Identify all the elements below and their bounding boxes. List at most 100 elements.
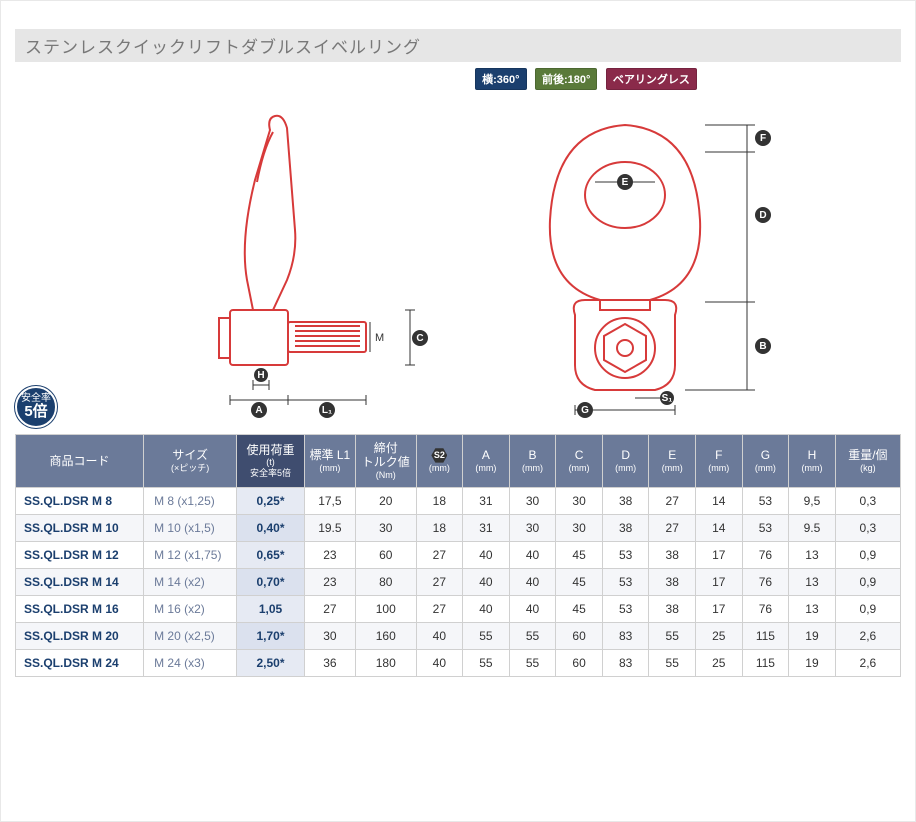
- cell-size: M 16 (x2): [144, 595, 237, 622]
- cell-weight: 0,9: [835, 568, 900, 595]
- cell-torque: 160: [356, 622, 417, 649]
- cell-wll: 1,70*: [237, 622, 305, 649]
- cell-E: 27: [649, 487, 696, 514]
- cell-wll: 1,05: [237, 595, 305, 622]
- cell-H: 13: [789, 595, 836, 622]
- svg-text:H: H: [257, 370, 264, 381]
- col-A: A(mm): [463, 435, 510, 488]
- col-weight: 重量/個(kg): [835, 435, 900, 488]
- cell-wll: 2,50*: [237, 649, 305, 676]
- cell-size: M 24 (x3): [144, 649, 237, 676]
- cell-D: 83: [602, 649, 649, 676]
- cell-code: SS.QL.DSR M 14: [16, 568, 144, 595]
- cell-D: 53: [602, 541, 649, 568]
- cell-B: 55: [509, 622, 556, 649]
- cell-l1: 17,5: [304, 487, 355, 514]
- cell-torque: 60: [356, 541, 417, 568]
- cell-A: 55: [463, 622, 510, 649]
- cell-torque: 30: [356, 514, 417, 541]
- cell-F: 14: [696, 514, 743, 541]
- cell-H: 9,5: [789, 487, 836, 514]
- cell-s2: 18: [416, 487, 463, 514]
- cell-size: M 8 (x1,25): [144, 487, 237, 514]
- cell-torque: 80: [356, 568, 417, 595]
- cell-torque: 20: [356, 487, 417, 514]
- cell-E: 38: [649, 568, 696, 595]
- cell-C: 30: [556, 514, 603, 541]
- svg-text:F: F: [760, 133, 766, 144]
- svg-text:M: M: [375, 332, 384, 344]
- hex-icon: S2: [431, 447, 447, 463]
- cell-weight: 2,6: [835, 649, 900, 676]
- svg-text:C: C: [416, 333, 423, 344]
- svg-text:B: B: [759, 341, 766, 352]
- table-row: SS.QL.DSR M 12M 12 (x1,75)0,65*236027404…: [16, 541, 901, 568]
- title-text: ステンレスクイックリフトダブルスイベルリング: [25, 38, 421, 57]
- cell-F: 17: [696, 568, 743, 595]
- table-row: SS.QL.DSR M 16M 16 (x2)1,052710027404045…: [16, 595, 901, 622]
- cell-G: 76: [742, 595, 789, 622]
- col-E: E(mm): [649, 435, 696, 488]
- side-view-diagram: M C A H L₁: [195, 110, 455, 430]
- cell-weight: 2,6: [835, 622, 900, 649]
- cell-B: 55: [509, 649, 556, 676]
- cell-H: 19: [789, 622, 836, 649]
- cell-A: 40: [463, 595, 510, 622]
- cell-l1: 23: [304, 568, 355, 595]
- cell-l1: 36: [304, 649, 355, 676]
- cell-G: 115: [742, 649, 789, 676]
- table-row: SS.QL.DSR M 8M 8 (x1,25)0,25*17,52018313…: [16, 487, 901, 514]
- cell-B: 40: [509, 595, 556, 622]
- cell-C: 45: [556, 541, 603, 568]
- cell-code: SS.QL.DSR M 24: [16, 649, 144, 676]
- badge-bearingless: ベアリングレス: [606, 68, 697, 90]
- col-B: B(mm): [509, 435, 556, 488]
- col-C: C(mm): [556, 435, 603, 488]
- col-code: 商品コード: [16, 435, 144, 488]
- cell-weight: 0,9: [835, 541, 900, 568]
- table-row: SS.QL.DSR M 10M 10 (x1,5)0,40*19.5301831…: [16, 514, 901, 541]
- cell-A: 31: [463, 514, 510, 541]
- cell-s2: 27: [416, 541, 463, 568]
- cell-C: 60: [556, 649, 603, 676]
- svg-text:G: G: [581, 405, 589, 416]
- cell-A: 40: [463, 541, 510, 568]
- cell-wll: 0,40*: [237, 514, 305, 541]
- cell-G: 53: [742, 514, 789, 541]
- diagram-area: M C A H L₁: [15, 100, 901, 430]
- cell-torque: 100: [356, 595, 417, 622]
- cell-D: 83: [602, 622, 649, 649]
- cell-code: SS.QL.DSR M 8: [16, 487, 144, 514]
- cell-C: 45: [556, 568, 603, 595]
- cell-A: 31: [463, 487, 510, 514]
- front-view-diagram: F E D B G S₁: [515, 110, 815, 430]
- safety-bottom: 5倍: [17, 404, 55, 421]
- cell-G: 115: [742, 622, 789, 649]
- cell-s2: 40: [416, 649, 463, 676]
- cell-size: M 14 (x2): [144, 568, 237, 595]
- col-torque: 締付トルク値(Nm): [356, 435, 417, 488]
- cell-D: 53: [602, 568, 649, 595]
- col-G: G(mm): [742, 435, 789, 488]
- cell-code: SS.QL.DSR M 20: [16, 622, 144, 649]
- cell-A: 55: [463, 649, 510, 676]
- cell-D: 53: [602, 595, 649, 622]
- col-wll: 使用荷重(t)安全率5倍: [237, 435, 305, 488]
- cell-G: 76: [742, 568, 789, 595]
- col-size: サイズ(×ピッチ): [144, 435, 237, 488]
- cell-B: 40: [509, 541, 556, 568]
- cell-F: 25: [696, 622, 743, 649]
- cell-H: 9.5: [789, 514, 836, 541]
- cell-D: 38: [602, 487, 649, 514]
- cell-G: 76: [742, 541, 789, 568]
- cell-D: 38: [602, 514, 649, 541]
- cell-E: 55: [649, 649, 696, 676]
- cell-s2: 27: [416, 595, 463, 622]
- cell-l1: 30: [304, 622, 355, 649]
- cell-E: 27: [649, 514, 696, 541]
- cell-E: 55: [649, 622, 696, 649]
- cell-C: 45: [556, 595, 603, 622]
- cell-l1: 27: [304, 595, 355, 622]
- badge-row: 横:360° 前後:180° ベアリングレス: [275, 68, 901, 90]
- cell-l1: 19.5: [304, 514, 355, 541]
